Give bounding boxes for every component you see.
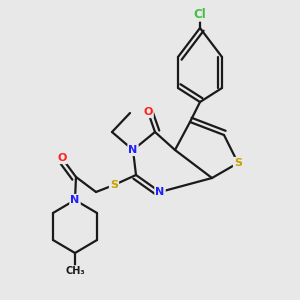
Text: O: O [143,107,153,117]
Text: O: O [57,153,67,163]
Text: S: S [110,180,118,190]
Text: CH₃: CH₃ [65,266,85,276]
Text: Cl: Cl [194,8,206,20]
Text: N: N [70,195,80,205]
Text: N: N [155,187,165,197]
Text: N: N [128,145,138,155]
Text: S: S [234,158,242,168]
